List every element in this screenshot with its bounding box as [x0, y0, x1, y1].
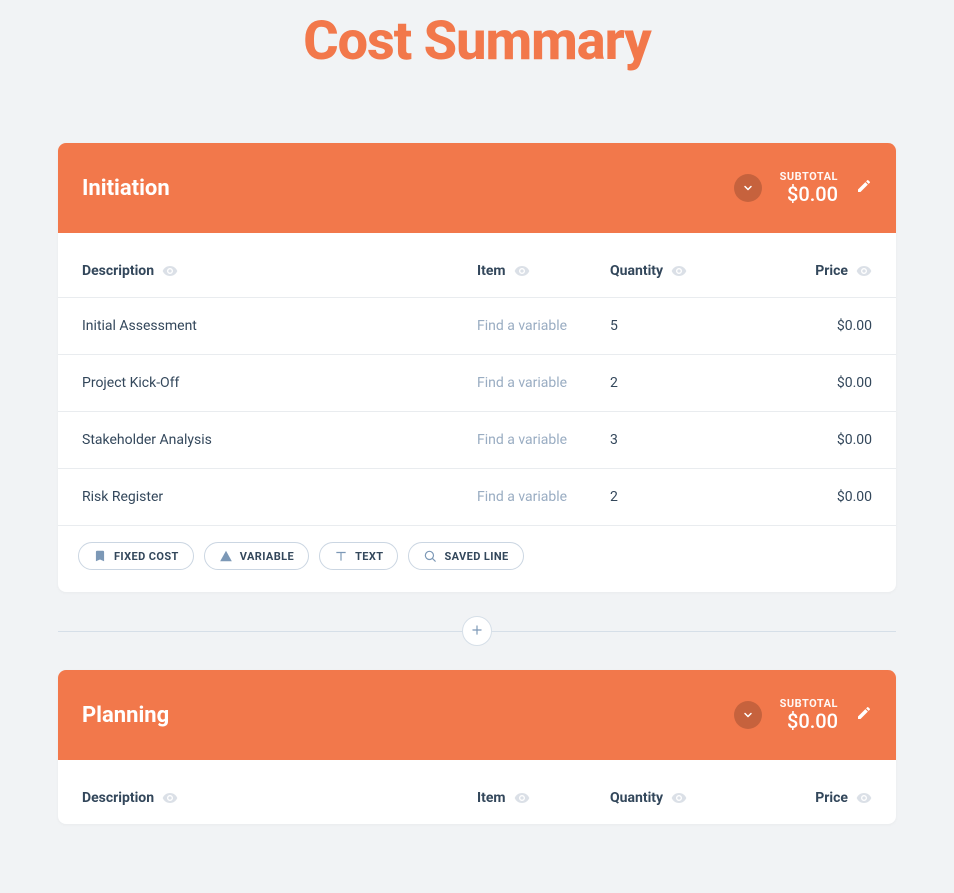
subtotal-value: $0.00 — [780, 710, 838, 732]
eye-icon — [856, 263, 872, 279]
cell-quantity: 2 — [610, 489, 730, 505]
edit-button[interactable] — [856, 705, 872, 725]
cell-description: Risk Register — [82, 489, 477, 505]
column-label: Price — [815, 790, 848, 806]
bookmark-icon — [93, 549, 107, 563]
chip-label: TEXT — [355, 550, 383, 563]
cell-price: $0.00 — [730, 318, 872, 334]
section-header: Initiation SUBTOTAL $0.00 — [58, 143, 896, 233]
fixed-cost-button[interactable]: FIXED COST — [78, 542, 194, 570]
eye-icon — [514, 263, 530, 279]
chip-label: FIXED COST — [114, 550, 179, 563]
plus-icon — [470, 622, 484, 641]
column-header-quantity[interactable]: Quantity — [610, 790, 730, 806]
add-section-button[interactable] — [462, 616, 492, 646]
pencil-icon — [856, 705, 872, 725]
column-header-quantity[interactable]: Quantity — [610, 263, 730, 279]
section-divider — [58, 616, 896, 646]
column-label: Description — [82, 263, 154, 279]
column-header-description[interactable]: Description — [82, 790, 477, 806]
section-card-initiation: Initiation SUBTOTAL $0.00 Description It… — [58, 143, 896, 592]
eye-icon — [856, 790, 872, 806]
cell-description: Stakeholder Analysis — [82, 432, 477, 448]
section-title: Initiation — [82, 176, 734, 201]
section-card-planning: Planning SUBTOTAL $0.00 Description Item… — [58, 670, 896, 824]
eye-icon — [162, 263, 178, 279]
table-header-row: Description Item Quantity Price — [58, 233, 896, 297]
chip-label: VARIABLE — [240, 550, 294, 563]
line-type-toolbar: FIXED COST VARIABLE TEXT SAVED LINE — [58, 525, 896, 592]
triangle-icon — [219, 549, 233, 563]
cell-item-placeholder[interactable]: Find a variable — [477, 318, 610, 334]
subtotal-block: SUBTOTAL $0.00 — [780, 171, 838, 205]
cell-quantity: 3 — [610, 432, 730, 448]
eye-icon — [671, 263, 687, 279]
cell-description: Project Kick-Off — [82, 375, 477, 391]
column-header-item[interactable]: Item — [477, 263, 610, 279]
eye-icon — [162, 790, 178, 806]
cell-price: $0.00 — [730, 489, 872, 505]
variable-button[interactable]: VARIABLE — [204, 542, 309, 570]
search-icon — [423, 549, 437, 563]
subtotal-block: SUBTOTAL $0.00 — [780, 698, 838, 732]
column-label: Quantity — [610, 263, 663, 279]
text-icon — [334, 549, 348, 563]
column-header-price[interactable]: Price — [730, 790, 872, 806]
cell-quantity: 2 — [610, 375, 730, 391]
edit-button[interactable] — [856, 178, 872, 198]
subtotal-label: SUBTOTAL — [780, 698, 838, 710]
cell-description: Initial Assessment — [82, 318, 477, 334]
table-row[interactable]: Initial Assessment Find a variable 5 $0.… — [58, 297, 896, 354]
page-title: Cost Summary — [0, 0, 954, 143]
eye-icon — [671, 790, 687, 806]
chevron-down-icon — [742, 179, 754, 198]
column-header-price[interactable]: Price — [730, 263, 872, 279]
table-header-row: Description Item Quantity Price — [58, 760, 896, 824]
chevron-down-icon — [742, 706, 754, 725]
cell-price: $0.00 — [730, 375, 872, 391]
collapse-button[interactable] — [734, 701, 762, 729]
subtotal-label: SUBTOTAL — [780, 171, 838, 183]
section-title: Planning — [82, 703, 734, 728]
table-row[interactable]: Project Kick-Off Find a variable 2 $0.00 — [58, 354, 896, 411]
column-label: Description — [82, 790, 154, 806]
table-row[interactable]: Risk Register Find a variable 2 $0.00 — [58, 468, 896, 525]
pencil-icon — [856, 178, 872, 198]
column-label: Item — [477, 790, 506, 806]
column-header-description[interactable]: Description — [82, 263, 477, 279]
cell-item-placeholder[interactable]: Find a variable — [477, 432, 610, 448]
text-button[interactable]: TEXT — [319, 542, 398, 570]
column-label: Quantity — [610, 790, 663, 806]
cell-item-placeholder[interactable]: Find a variable — [477, 375, 610, 391]
cell-price: $0.00 — [730, 432, 872, 448]
subtotal-value: $0.00 — [780, 183, 838, 205]
chip-label: SAVED LINE — [444, 550, 508, 563]
cell-item-placeholder[interactable]: Find a variable — [477, 489, 610, 505]
eye-icon — [514, 790, 530, 806]
table-row[interactable]: Stakeholder Analysis Find a variable 3 $… — [58, 411, 896, 468]
column-label: Item — [477, 263, 506, 279]
section-header: Planning SUBTOTAL $0.00 — [58, 670, 896, 760]
collapse-button[interactable] — [734, 174, 762, 202]
column-label: Price — [815, 263, 848, 279]
cell-quantity: 5 — [610, 318, 730, 334]
column-header-item[interactable]: Item — [477, 790, 610, 806]
saved-line-button[interactable]: SAVED LINE — [408, 542, 523, 570]
